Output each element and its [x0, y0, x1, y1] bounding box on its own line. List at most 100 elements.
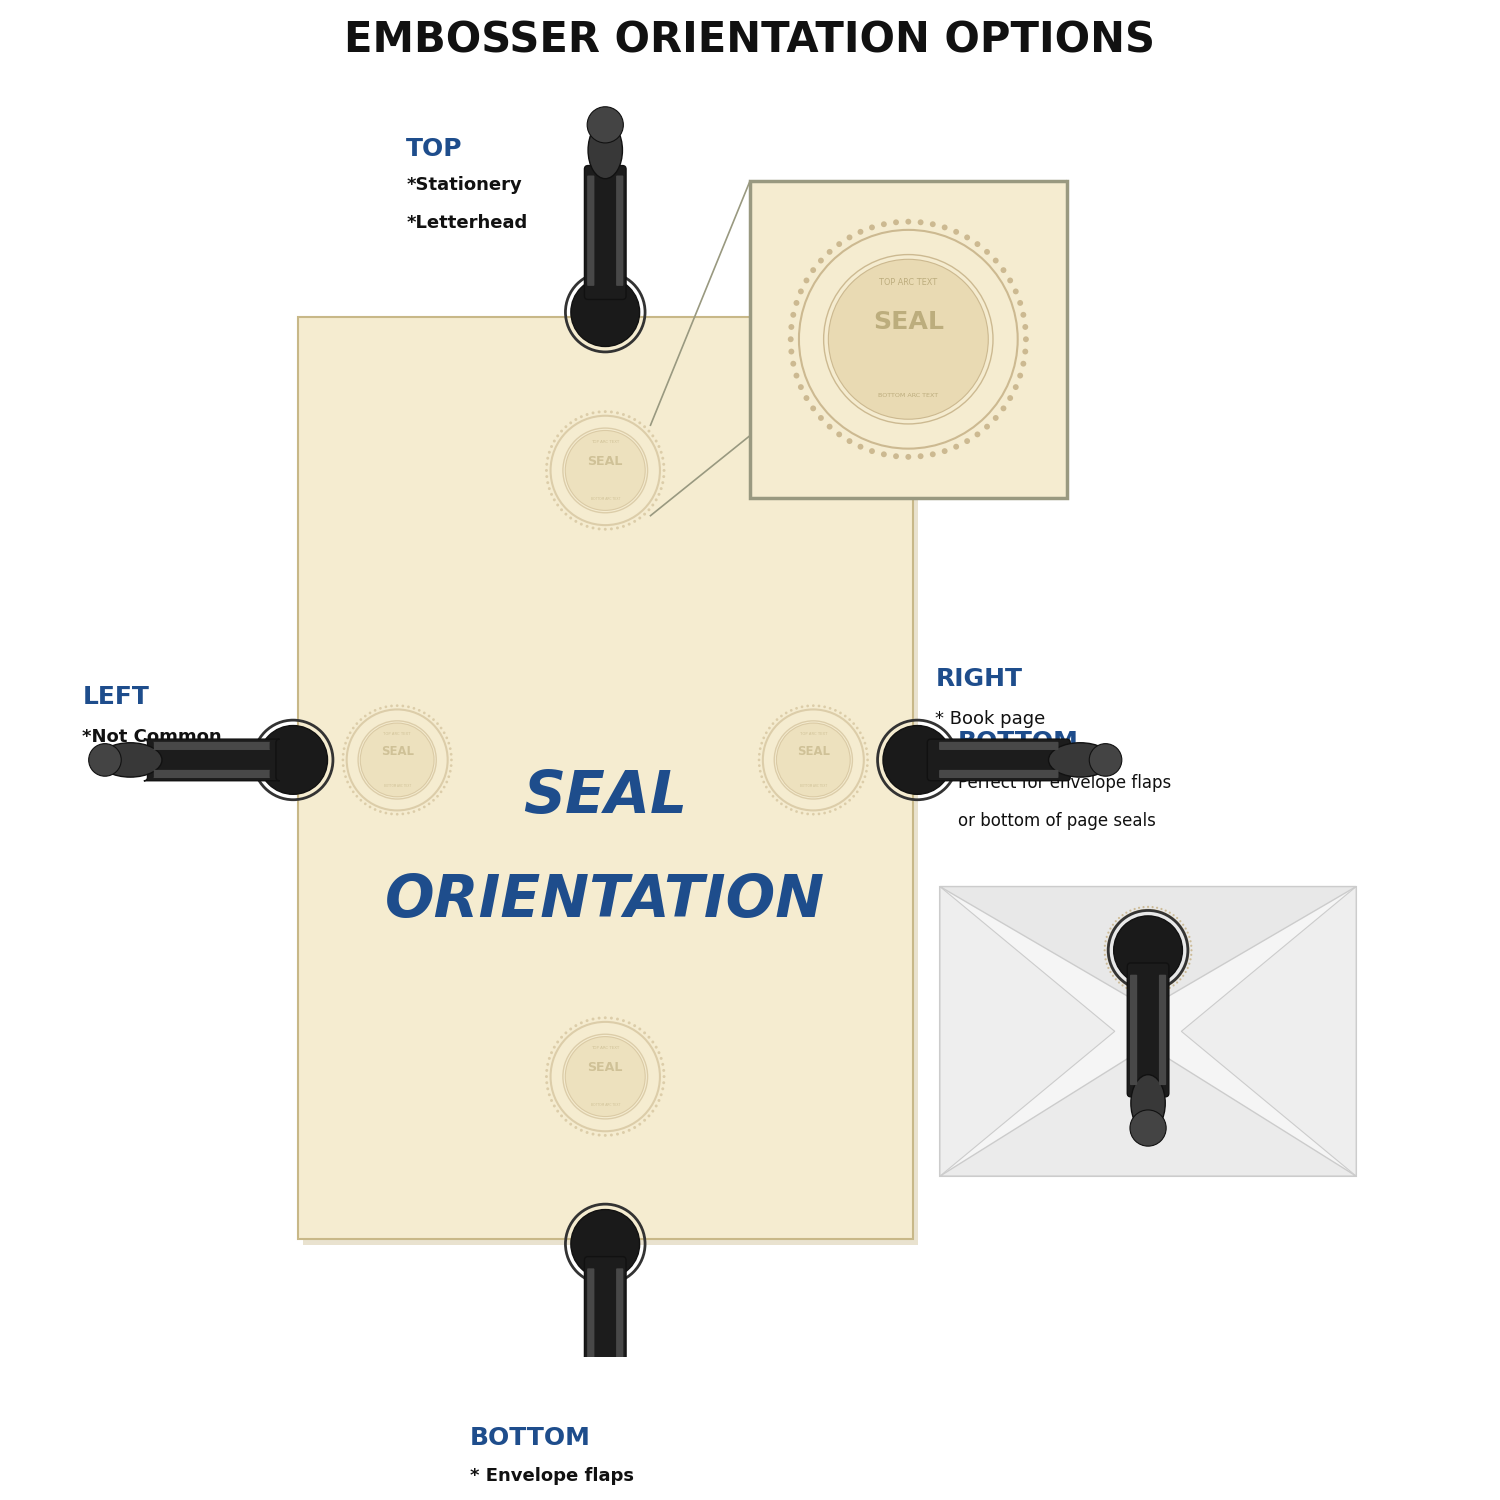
Circle shape [413, 706, 416, 710]
Circle shape [1104, 950, 1106, 951]
Circle shape [1190, 954, 1192, 956]
Circle shape [550, 1052, 554, 1054]
Circle shape [865, 764, 868, 766]
Circle shape [447, 742, 450, 744]
Circle shape [662, 1088, 664, 1090]
Circle shape [560, 509, 562, 512]
FancyBboxPatch shape [586, 1269, 594, 1378]
Circle shape [1013, 384, 1019, 390]
Circle shape [856, 726, 858, 729]
Ellipse shape [99, 742, 162, 777]
Circle shape [942, 225, 948, 231]
Circle shape [794, 372, 800, 378]
Text: BOTTOM ARC TEXT: BOTTOM ARC TEXT [800, 784, 826, 788]
FancyBboxPatch shape [586, 176, 594, 286]
Circle shape [352, 726, 354, 729]
Text: SEAL: SEAL [1136, 939, 1161, 948]
Circle shape [984, 423, 990, 429]
Circle shape [758, 759, 760, 762]
Circle shape [585, 1131, 588, 1134]
Circle shape [364, 714, 366, 717]
Circle shape [768, 726, 771, 729]
Circle shape [812, 705, 814, 706]
Circle shape [1104, 945, 1106, 946]
Circle shape [564, 513, 567, 516]
Circle shape [446, 736, 448, 740]
Circle shape [423, 711, 426, 714]
Circle shape [654, 1104, 657, 1107]
Circle shape [818, 416, 824, 422]
Circle shape [616, 411, 620, 414]
Text: TOP ARC TEXT: TOP ARC TEXT [591, 440, 620, 444]
Circle shape [789, 348, 795, 354]
Circle shape [662, 482, 664, 484]
Circle shape [1134, 908, 1136, 910]
Text: TOP ARC TEXT: TOP ARC TEXT [800, 732, 826, 736]
Circle shape [654, 498, 657, 501]
Circle shape [807, 705, 808, 708]
Circle shape [352, 790, 354, 794]
Circle shape [344, 742, 346, 744]
Circle shape [868, 225, 874, 231]
Circle shape [648, 1036, 651, 1038]
Circle shape [768, 790, 771, 794]
Circle shape [1176, 916, 1178, 920]
Circle shape [597, 411, 600, 414]
Circle shape [771, 795, 774, 798]
Circle shape [627, 1022, 630, 1025]
Circle shape [790, 362, 796, 366]
Circle shape [648, 429, 651, 432]
FancyBboxPatch shape [616, 1269, 624, 1378]
FancyBboxPatch shape [144, 740, 279, 780]
Circle shape [975, 432, 981, 438]
Circle shape [644, 426, 646, 427]
Circle shape [1106, 963, 1108, 964]
Circle shape [788, 336, 794, 342]
Circle shape [765, 786, 768, 789]
Circle shape [818, 813, 821, 816]
Circle shape [844, 714, 846, 717]
Circle shape [556, 1110, 560, 1113]
Circle shape [1179, 978, 1182, 981]
Circle shape [442, 732, 446, 734]
Circle shape [448, 770, 452, 772]
Circle shape [1017, 372, 1023, 378]
Circle shape [856, 790, 858, 794]
Circle shape [1130, 1110, 1166, 1146]
Polygon shape [1182, 886, 1356, 1176]
Circle shape [663, 1070, 664, 1072]
FancyBboxPatch shape [153, 770, 270, 778]
Circle shape [868, 448, 874, 454]
Text: TOP ARC TEXT: TOP ARC TEXT [879, 279, 938, 288]
Circle shape [544, 470, 548, 472]
Circle shape [654, 440, 657, 442]
Circle shape [865, 753, 868, 756]
Circle shape [1182, 975, 1185, 976]
Circle shape [644, 1032, 646, 1035]
Circle shape [374, 710, 376, 711]
Ellipse shape [588, 122, 622, 178]
Circle shape [610, 1134, 614, 1137]
Circle shape [548, 452, 550, 453]
Circle shape [585, 1019, 588, 1022]
Circle shape [758, 753, 760, 756]
Circle shape [865, 747, 868, 750]
Circle shape [810, 405, 816, 411]
Circle shape [356, 795, 358, 798]
Circle shape [784, 806, 788, 808]
Circle shape [852, 795, 855, 798]
Circle shape [560, 429, 562, 432]
Text: ORIENTATION: ORIENTATION [386, 871, 825, 928]
Circle shape [1138, 906, 1140, 909]
Circle shape [585, 525, 588, 528]
Circle shape [597, 528, 600, 531]
Circle shape [758, 764, 760, 766]
Circle shape [396, 813, 399, 816]
Circle shape [784, 711, 788, 714]
Circle shape [1104, 958, 1107, 960]
Circle shape [384, 705, 387, 708]
Circle shape [827, 423, 833, 429]
Circle shape [654, 1046, 657, 1048]
Circle shape [818, 258, 824, 264]
Circle shape [663, 1076, 666, 1078]
